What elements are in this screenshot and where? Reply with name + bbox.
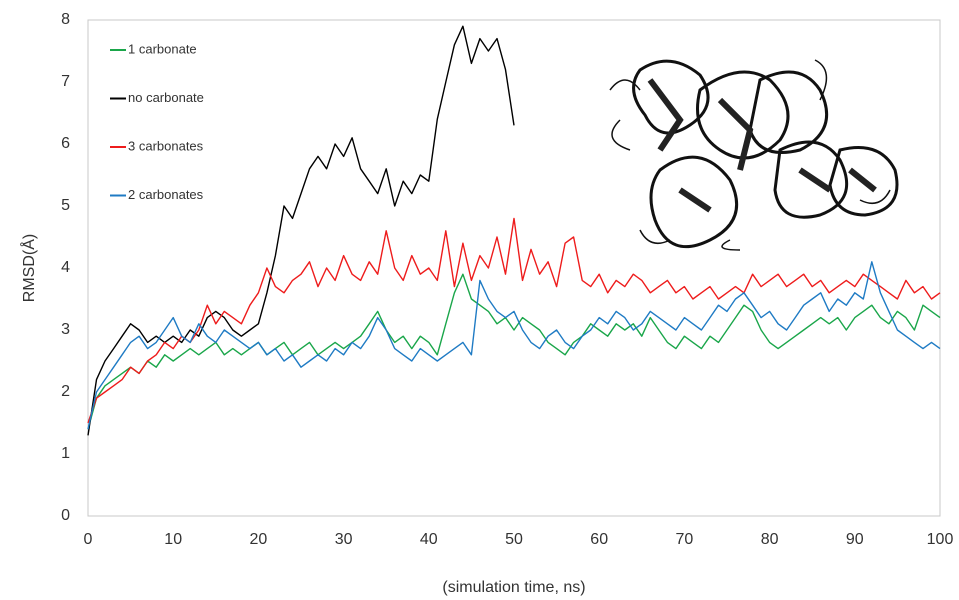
x-tick-label: 60 xyxy=(590,531,608,548)
y-tick-label: 4 xyxy=(61,259,70,276)
x-tick-label: 80 xyxy=(761,531,779,548)
series-line xyxy=(87,261,941,430)
x-tick-label: 100 xyxy=(927,531,954,548)
legend-label: no carbonate xyxy=(128,90,204,105)
x-tick-label: 10 xyxy=(164,531,182,548)
x-tick-label: 30 xyxy=(335,531,353,548)
x-tick-label: 40 xyxy=(420,531,438,548)
y-tick-label: 6 xyxy=(61,135,70,152)
x-tick-label: 0 xyxy=(84,531,93,548)
x-tick-label: 20 xyxy=(250,531,268,548)
series-line xyxy=(87,25,515,436)
x-tick-label: 90 xyxy=(846,531,864,548)
y-tick-label: 1 xyxy=(61,445,70,462)
y-tick-label: 7 xyxy=(61,73,70,90)
plot-frame xyxy=(87,19,941,517)
protein-inset xyxy=(609,59,899,251)
x-tick-label: 50 xyxy=(505,531,523,548)
y-axis-label: RMSD(Å) xyxy=(19,234,38,302)
x-tick-label: 70 xyxy=(676,531,694,548)
y-tick-label: 5 xyxy=(61,197,70,214)
y-tick-label: 2 xyxy=(61,383,70,400)
legend-label: 3 carbonates xyxy=(128,138,204,153)
y-tick-label: 8 xyxy=(61,11,70,28)
x-axis-label: (simulation time, ns) xyxy=(442,579,585,596)
legend-label: 1 carbonate xyxy=(128,41,197,56)
y-tick-label: 0 xyxy=(61,507,70,524)
legend-label: 2 carbonates xyxy=(128,187,204,202)
series-line xyxy=(87,273,941,430)
series-line xyxy=(87,217,941,424)
y-tick-label: 3 xyxy=(61,321,70,338)
